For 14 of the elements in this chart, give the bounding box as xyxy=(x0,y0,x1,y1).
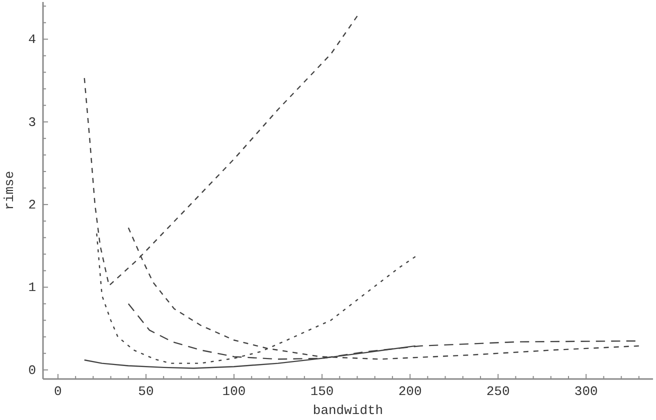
x-tick-label: 300 xyxy=(574,384,598,399)
x-tick-label: 50 xyxy=(138,384,154,399)
x-tick-label: 200 xyxy=(398,384,422,399)
x-tick-label: 0 xyxy=(54,384,62,399)
y-tick-label: 2 xyxy=(28,198,36,213)
x-tick-label: 100 xyxy=(222,384,246,399)
y-tick-label: 4 xyxy=(28,32,36,48)
x-tick-label: 250 xyxy=(486,384,510,399)
y-tick-label: 1 xyxy=(28,280,36,296)
x-axis-title: bandwidth xyxy=(312,403,384,418)
y-axis-title: rimse xyxy=(2,170,17,210)
y-tick-label: 0 xyxy=(28,362,36,378)
y-tick-label: 3 xyxy=(28,114,36,130)
x-tick-label: 150 xyxy=(310,384,334,399)
